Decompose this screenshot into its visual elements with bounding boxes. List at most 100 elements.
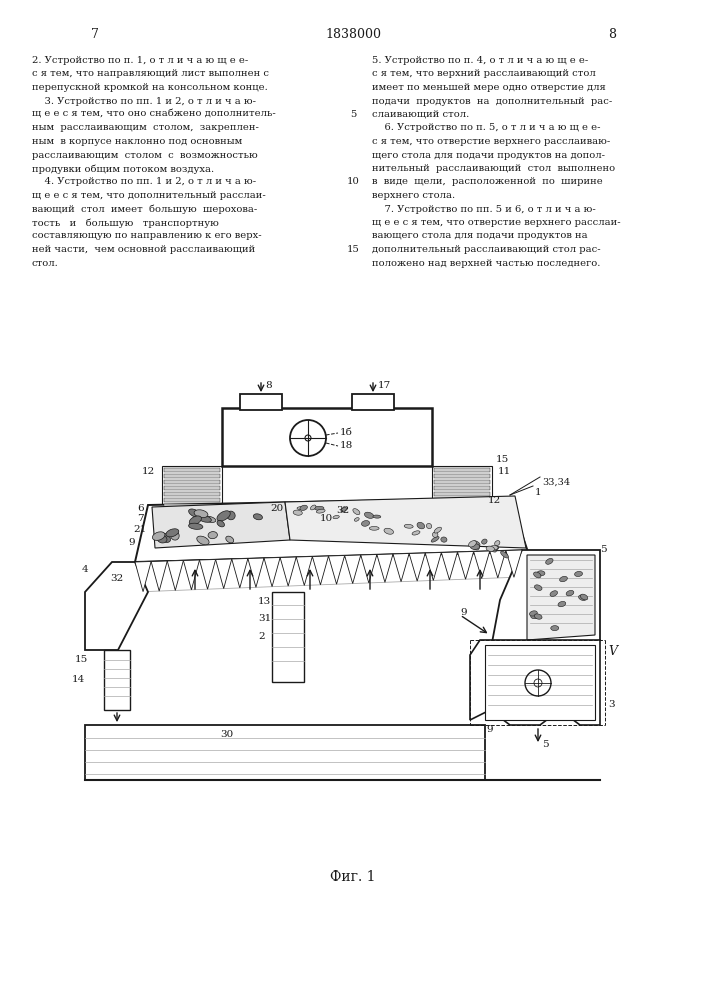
Ellipse shape bbox=[486, 546, 494, 551]
Bar bbox=[164, 480, 220, 484]
Text: ней части,  чем основной расслаивающий: ней части, чем основной расслаивающий bbox=[32, 245, 255, 254]
Bar bbox=[164, 492, 220, 496]
Ellipse shape bbox=[189, 509, 201, 517]
Ellipse shape bbox=[469, 541, 477, 547]
Text: 2: 2 bbox=[258, 632, 264, 641]
Polygon shape bbox=[527, 555, 595, 640]
Polygon shape bbox=[152, 502, 290, 548]
Text: положено над верхней частью последнего.: положено над верхней частью последнего. bbox=[372, 258, 600, 267]
Ellipse shape bbox=[530, 611, 537, 616]
Text: перепускной кромкой на консольном конце.: перепускной кромкой на консольном конце. bbox=[32, 83, 268, 92]
Ellipse shape bbox=[226, 536, 234, 543]
Text: 2. Устройство по п. 1, о т л и ч а ю щ е е-: 2. Устройство по п. 1, о т л и ч а ю щ е… bbox=[32, 56, 248, 65]
Text: 7. Устройство по пп. 5 и 6, о т л и ч а ю-: 7. Устройство по пп. 5 и 6, о т л и ч а … bbox=[372, 205, 596, 214]
Ellipse shape bbox=[384, 528, 394, 534]
Ellipse shape bbox=[481, 539, 487, 544]
Polygon shape bbox=[216, 559, 232, 589]
Ellipse shape bbox=[580, 594, 588, 600]
Polygon shape bbox=[361, 554, 377, 583]
Text: с я тем, что направляющий лист выполнен с: с я тем, что направляющий лист выполнен … bbox=[32, 70, 269, 79]
Polygon shape bbox=[457, 552, 474, 579]
Ellipse shape bbox=[197, 536, 209, 545]
Bar bbox=[434, 504, 490, 508]
Polygon shape bbox=[232, 558, 248, 588]
Polygon shape bbox=[199, 560, 216, 589]
Text: 18: 18 bbox=[340, 441, 354, 450]
Ellipse shape bbox=[578, 595, 586, 600]
Ellipse shape bbox=[361, 521, 370, 526]
Text: 6. Устройство по п. 5, о т л и ч а ю щ е е-: 6. Устройство по п. 5, о т л и ч а ю щ е… bbox=[372, 123, 600, 132]
Bar bbox=[164, 486, 220, 490]
Polygon shape bbox=[441, 552, 457, 580]
Text: ным  в корпусе наклонно под основным: ным в корпусе наклонно под основным bbox=[32, 137, 243, 146]
Ellipse shape bbox=[575, 571, 583, 576]
Ellipse shape bbox=[297, 507, 305, 510]
Bar bbox=[240, 394, 282, 410]
Ellipse shape bbox=[198, 515, 211, 522]
Ellipse shape bbox=[566, 590, 574, 596]
Text: подачи  продуктов  на  дополнительный  рас-: подачи продуктов на дополнительный рас- bbox=[372, 97, 612, 105]
Polygon shape bbox=[296, 556, 312, 585]
Text: щ е е с я тем, что оно снабжено дополнитель-: щ е е с я тем, что оно снабжено дополнит… bbox=[32, 110, 276, 119]
Ellipse shape bbox=[551, 626, 559, 631]
Ellipse shape bbox=[501, 551, 508, 558]
Bar bbox=[104, 650, 130, 710]
Polygon shape bbox=[377, 554, 393, 582]
Ellipse shape bbox=[204, 516, 216, 522]
Text: с я тем, что отверстие верхнего расслаиваю-: с я тем, что отверстие верхнего расслаив… bbox=[372, 137, 610, 146]
Polygon shape bbox=[312, 556, 329, 585]
Polygon shape bbox=[183, 560, 199, 590]
Ellipse shape bbox=[550, 591, 558, 596]
Bar bbox=[85, 725, 485, 780]
Ellipse shape bbox=[492, 546, 498, 550]
Ellipse shape bbox=[217, 511, 230, 521]
Ellipse shape bbox=[495, 541, 500, 546]
Text: 1: 1 bbox=[535, 488, 542, 497]
Text: 5. Устройство по п. 4, о т л и ч а ю щ е е-: 5. Устройство по п. 4, о т л и ч а ю щ е… bbox=[372, 56, 588, 65]
Ellipse shape bbox=[473, 541, 480, 546]
Text: ным  расслаивающим  столом,  закреплен-: ным расслаивающим столом, закреплен- bbox=[32, 123, 259, 132]
Ellipse shape bbox=[170, 531, 179, 540]
Text: щего стола для подачи продуктов на допол-: щего стола для подачи продуктов на допол… bbox=[372, 150, 605, 159]
Ellipse shape bbox=[433, 532, 438, 537]
Ellipse shape bbox=[426, 523, 432, 529]
Text: вающего стола для подачи продуктов на: вающего стола для подачи продуктов на bbox=[372, 232, 588, 240]
Ellipse shape bbox=[353, 509, 360, 515]
Text: с я тем, что верхний расслаивающий стол: с я тем, что верхний расслаивающий стол bbox=[372, 70, 596, 79]
Text: 10: 10 bbox=[320, 514, 333, 523]
Text: V: V bbox=[608, 645, 617, 658]
Polygon shape bbox=[329, 556, 344, 584]
Ellipse shape bbox=[534, 572, 541, 578]
Ellipse shape bbox=[310, 505, 316, 510]
Text: вающий  стол  имеет  большую  шерохова-: вающий стол имеет большую шерохова- bbox=[32, 205, 257, 214]
Ellipse shape bbox=[558, 601, 566, 607]
Bar bbox=[222, 408, 432, 466]
Ellipse shape bbox=[373, 515, 381, 518]
Bar bbox=[434, 492, 490, 496]
Ellipse shape bbox=[534, 614, 542, 619]
Polygon shape bbox=[470, 640, 600, 725]
Ellipse shape bbox=[404, 524, 413, 528]
Ellipse shape bbox=[153, 532, 165, 540]
Polygon shape bbox=[344, 555, 361, 584]
Text: дополнительный расслаивающий стол рас-: дополнительный расслаивающий стол рас- bbox=[372, 245, 601, 254]
Ellipse shape bbox=[489, 547, 496, 552]
Text: 5: 5 bbox=[350, 110, 356, 119]
Text: стол.: стол. bbox=[32, 258, 59, 267]
Polygon shape bbox=[135, 498, 528, 562]
Text: 30: 30 bbox=[220, 730, 233, 739]
Polygon shape bbox=[393, 554, 409, 582]
Ellipse shape bbox=[470, 544, 479, 549]
Bar bbox=[352, 394, 394, 410]
Ellipse shape bbox=[217, 521, 224, 527]
Ellipse shape bbox=[208, 532, 218, 539]
Text: 15: 15 bbox=[496, 455, 509, 464]
Ellipse shape bbox=[316, 509, 325, 513]
Text: 3: 3 bbox=[608, 700, 614, 709]
Text: 15: 15 bbox=[75, 655, 88, 664]
Ellipse shape bbox=[531, 614, 539, 619]
Text: 8: 8 bbox=[265, 381, 271, 390]
Bar bbox=[434, 498, 490, 502]
Text: имеет по меньшей мере одно отверстие для: имеет по меньшей мере одно отверстие для bbox=[372, 83, 606, 92]
Text: 5: 5 bbox=[600, 545, 607, 554]
